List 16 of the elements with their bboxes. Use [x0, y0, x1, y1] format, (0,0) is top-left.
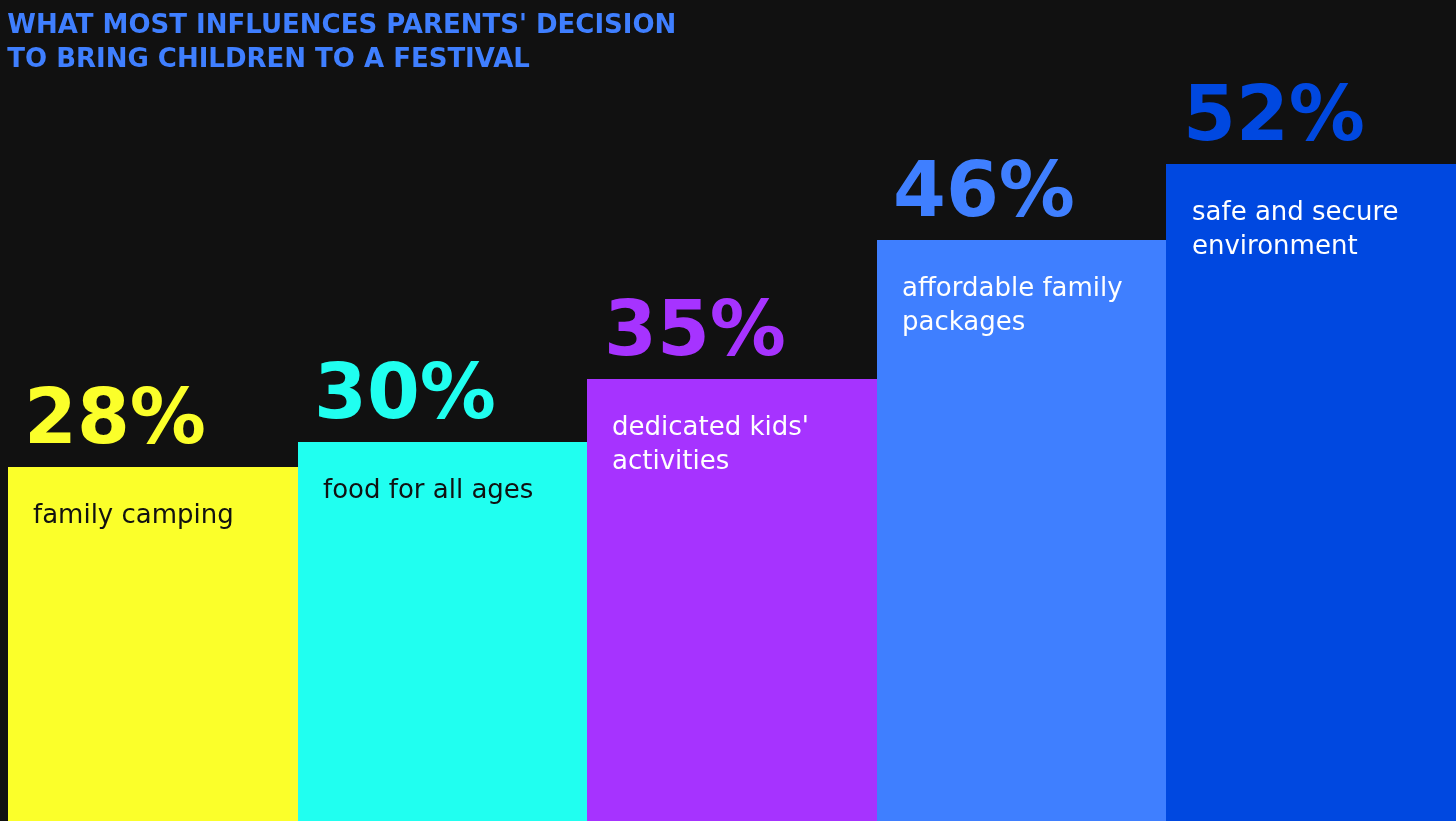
data-label: 46%: [893, 145, 1075, 234]
bar: [587, 379, 877, 821]
data-label: 52%: [1183, 69, 1365, 158]
bar: [877, 240, 1166, 821]
x-tick-label: affordable family packages: [902, 272, 1123, 336]
x-tick-label: food for all ages: [323, 474, 534, 504]
data-label: 30%: [314, 347, 496, 436]
bar: [8, 467, 298, 821]
x-tick-label: safe and secure environment: [1192, 196, 1399, 260]
text: WHAT MOST INFLUENCES PARENTS' DECISION TO BRING CHILDREN TO A FESTIVAL: [7, 8, 677, 73]
bar: [1166, 164, 1456, 821]
data-label: 28%: [24, 372, 206, 461]
x-tick-label: dedicated kids' activities: [612, 411, 809, 475]
bar: [298, 442, 587, 821]
x-tick-label: family camping: [33, 499, 234, 529]
data-label: 35%: [604, 284, 786, 373]
